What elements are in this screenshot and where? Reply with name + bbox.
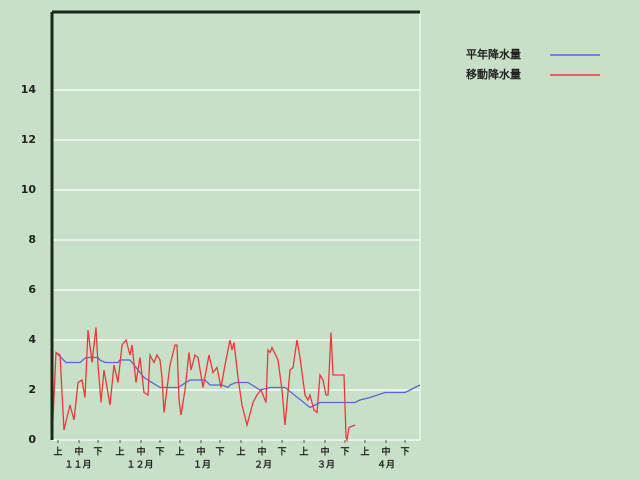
y-tick-label: 10 <box>21 183 37 196</box>
x-tick-label: 中 <box>136 446 145 458</box>
x-tick-label: 中 <box>320 446 329 458</box>
y-tick-label: 0 <box>28 433 36 446</box>
x-tick-label: 下 <box>93 447 102 458</box>
y-tick-label: 4 <box>28 333 36 346</box>
y-tick-label: 2 <box>28 383 36 396</box>
month-label: １月 <box>193 460 211 471</box>
month-label: ３月 <box>317 460 335 471</box>
x-tick-label: 下 <box>215 447 224 458</box>
x-tick-label: 上 <box>360 446 369 458</box>
legend-label: 移動降水量 <box>466 67 521 81</box>
x-tick-label: 下 <box>277 447 286 458</box>
x-tick-label: 上 <box>236 446 245 458</box>
x-tick-label: 上 <box>175 446 184 458</box>
series-line <box>51 327 356 443</box>
x-tick-label: 上 <box>299 446 308 458</box>
x-tick-label: 下 <box>155 447 164 458</box>
y-tick-label: 8 <box>28 233 36 246</box>
month-label: １２月 <box>126 460 153 471</box>
x-tick-label: 上 <box>53 446 62 458</box>
y-tick-label: 14 <box>21 83 37 96</box>
y-tick-label: 6 <box>28 283 36 296</box>
x-tick-label: 中 <box>257 446 266 458</box>
month-label: ２月 <box>254 460 272 471</box>
month-label: ４月 <box>377 460 395 471</box>
y-tick-label: 12 <box>21 133 36 146</box>
x-tick-label: 下 <box>340 447 349 458</box>
legend-label: 平年降水量 <box>466 47 521 61</box>
x-tick-label: 中 <box>74 446 83 458</box>
x-tick-label: 中 <box>381 446 390 458</box>
x-tick-label: 上 <box>115 446 124 458</box>
x-tick-label: 下 <box>400 447 409 458</box>
month-label: １１月 <box>64 460 91 471</box>
x-tick-label: 中 <box>196 446 205 458</box>
